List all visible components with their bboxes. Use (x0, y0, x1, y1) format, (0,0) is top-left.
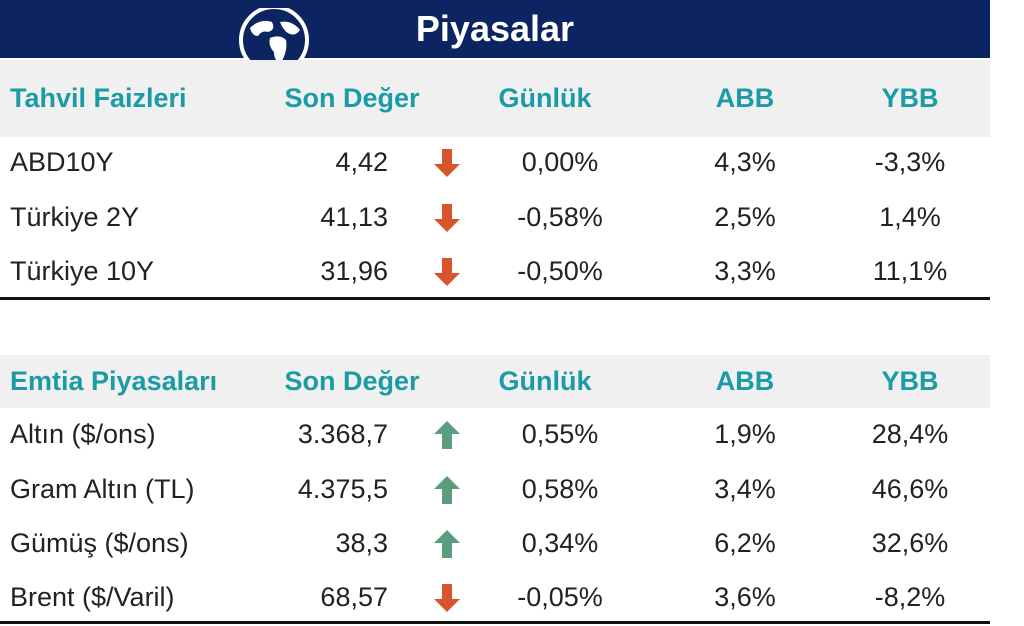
page-title: Piyasalar (415, 8, 575, 49)
column-header: ABB (715, 82, 775, 113)
arrow-shape (434, 476, 460, 504)
globe-icon (239, 8, 309, 72)
section-rule (0, 621, 990, 624)
cell-value: 3,6% (714, 582, 776, 612)
row-label: Gram Altın (TL) (10, 474, 195, 504)
row-label: Brent ($/Varil) (10, 582, 175, 612)
arrow-shape (434, 258, 460, 286)
cell-value: 0,58% (521, 474, 599, 504)
cell-value: 4,42 (335, 147, 388, 177)
row-label: Gümüş ($/ons) (10, 528, 189, 558)
arrow-down (434, 258, 460, 286)
cell-value: 4,3% (714, 147, 776, 177)
column-header: Emtia Piyasaları (10, 365, 218, 396)
cell-value: 3.368,7 (297, 419, 388, 449)
cell-value: 1,9% (714, 419, 776, 449)
cell-value: 0,00% (521, 147, 599, 177)
section-rule (0, 297, 990, 300)
section-header (0, 60, 990, 137)
row-label: Türkiye 2Y (10, 202, 140, 232)
cell-value: 28,4% (871, 419, 949, 449)
cell-value: -0,58% (517, 202, 603, 232)
column-header: Günlük (498, 82, 592, 113)
arrow-shape (434, 149, 460, 177)
row-label: ABD10Y (10, 147, 114, 177)
cell-value: -8,2% (874, 582, 946, 612)
header-bar (0, 0, 990, 58)
section-header (0, 355, 990, 408)
column-header: Günlük (498, 365, 592, 396)
cell-value: 1,4% (879, 202, 941, 232)
arrow-up (434, 476, 460, 504)
cell-value: 2,5% (714, 202, 776, 232)
row-label: Altın ($/ons) (10, 419, 156, 449)
cell-value: 0,55% (521, 419, 599, 449)
row-label: Türkiye 10Y (10, 256, 155, 286)
cell-value: 32,6% (871, 528, 949, 558)
cell-value: 4.375,5 (297, 474, 388, 504)
column-header: YBB (881, 82, 939, 113)
cell-value: 31,96 (320, 256, 388, 286)
arrow-down (434, 149, 460, 177)
column-header: Tahvil Faizleri (10, 82, 187, 113)
arrow-shape (434, 421, 460, 449)
cell-value: 11,1% (872, 256, 948, 286)
arrow-shape (434, 530, 460, 558)
cell-value: 41,13 (320, 202, 388, 232)
cell-value: 3,4% (714, 474, 776, 504)
arrow-shape (434, 584, 460, 612)
arrow-down (434, 204, 460, 232)
cell-value: 0,34% (521, 528, 599, 558)
cell-value: 46,6% (871, 474, 949, 504)
column-header: Son Değer (284, 82, 420, 113)
cell-value: 6,2% (714, 528, 776, 558)
arrow-shape (434, 204, 460, 232)
cell-value: -0,50% (517, 256, 603, 286)
column-header: ABB (715, 365, 775, 396)
column-header: Son Değer (284, 365, 420, 396)
column-header: YBB (881, 365, 939, 396)
cell-value: -0,05% (517, 582, 603, 612)
cell-value: 68,57 (320, 582, 388, 612)
arrow-down (434, 584, 460, 612)
arrow-up (434, 530, 460, 558)
cell-value: 38,3 (335, 528, 388, 558)
cell-value: -3,3% (874, 147, 946, 177)
cell-value: 3,3% (714, 256, 776, 286)
arrow-up (434, 421, 460, 449)
